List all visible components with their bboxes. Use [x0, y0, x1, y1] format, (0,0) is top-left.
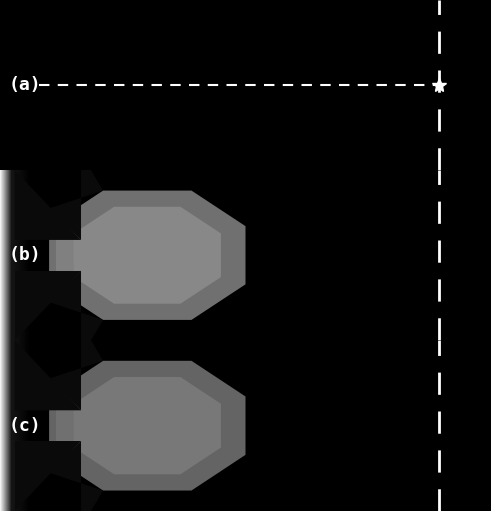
Text: (a): (a) [8, 76, 41, 94]
Polygon shape [49, 153, 103, 240]
Polygon shape [49, 441, 103, 511]
Text: (c): (c) [8, 416, 41, 435]
Text: (b): (b) [8, 246, 41, 264]
Polygon shape [15, 270, 81, 340]
Polygon shape [49, 191, 246, 320]
Polygon shape [74, 377, 221, 474]
Polygon shape [15, 170, 81, 240]
Polygon shape [15, 340, 81, 410]
FancyBboxPatch shape [56, 240, 81, 270]
Polygon shape [49, 361, 246, 491]
Polygon shape [15, 441, 81, 511]
Polygon shape [74, 207, 221, 304]
Polygon shape [49, 323, 103, 410]
FancyBboxPatch shape [56, 410, 81, 441]
Polygon shape [49, 270, 103, 357]
